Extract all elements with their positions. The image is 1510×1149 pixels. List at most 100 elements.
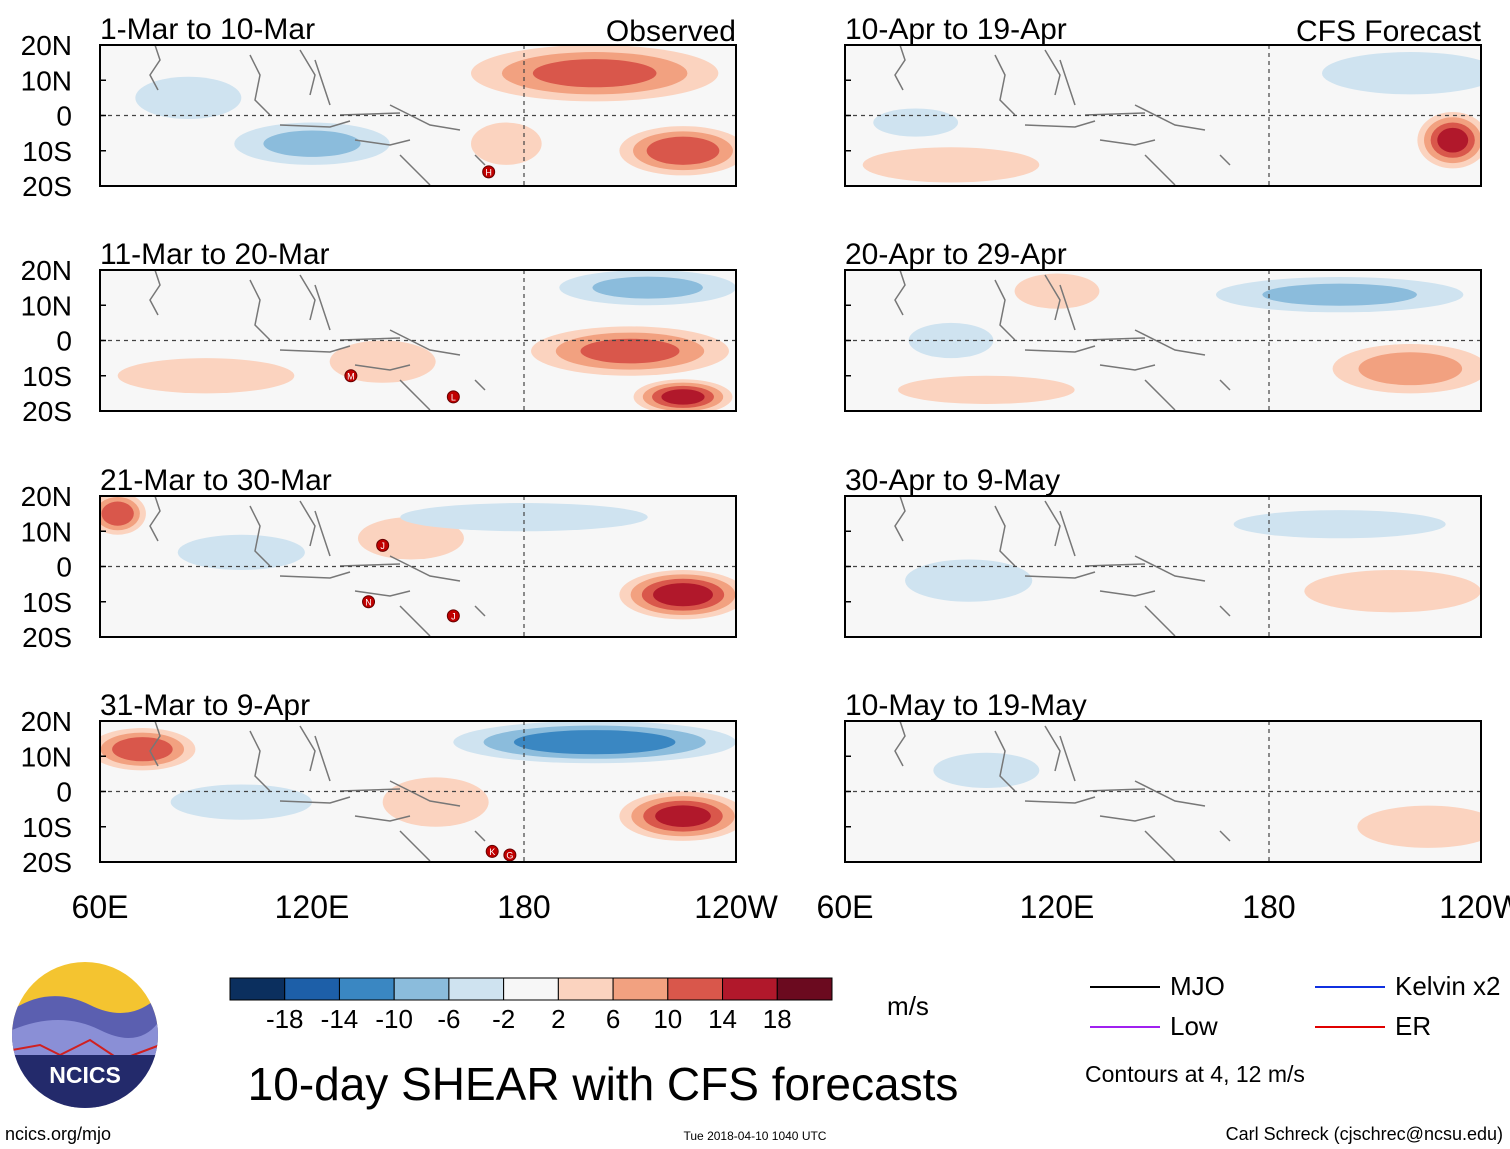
coastline: [399, 605, 431, 637]
coastline: [314, 284, 331, 331]
coastline: [389, 555, 461, 582]
storm-label: M: [347, 371, 355, 381]
shear-anomaly-blob: [661, 389, 705, 405]
coastline: [894, 721, 906, 767]
coastline: [1044, 725, 1061, 772]
y-tick-label: 20N: [21, 481, 72, 512]
panel-period-title: 20-Apr to 29-Apr: [845, 238, 1067, 271]
coastline: [339, 337, 401, 341]
shear-anomaly-blob: [101, 501, 134, 526]
shear-anomaly-blob: [135, 76, 242, 120]
storm-marker: J: [446, 609, 460, 623]
shear-anomaly-blob: [1357, 805, 1481, 848]
colorbar-label: -10: [375, 1004, 413, 1034]
coastline: [1084, 112, 1146, 116]
colorbar-swatch: [284, 977, 340, 1001]
coastline: [399, 379, 431, 411]
legend-label: Low: [1170, 1011, 1218, 1041]
y-tick-label: 10S: [22, 587, 72, 618]
legend-label: MJO: [1170, 971, 1225, 1001]
y-tick-label: 20S: [22, 396, 72, 427]
coastline: [279, 571, 351, 579]
coastline: [1144, 379, 1176, 411]
coastline: [354, 590, 411, 597]
storm-label: L: [451, 392, 456, 402]
coastline: [1099, 364, 1156, 371]
coastline: [1219, 379, 1231, 391]
panel-period-title: 21-Mar to 30-Mar: [100, 464, 332, 497]
coastline: [354, 815, 411, 822]
legend-label: ER: [1395, 1011, 1431, 1041]
x-tick-label: 120E: [275, 889, 350, 925]
coastline: [1099, 139, 1156, 146]
coastline: [149, 721, 161, 767]
shear-anomaly-blob: [653, 583, 713, 607]
coastline: [894, 45, 906, 91]
colorbar-swatch: [229, 977, 286, 1001]
coastline: [1059, 735, 1076, 782]
coastline: [339, 788, 401, 792]
coastline: [339, 112, 401, 116]
y-tick-label: 10N: [21, 741, 72, 772]
panel-period-title: 10-May to 19-May: [845, 689, 1087, 722]
panel-period-title: 11-Mar to 20-Mar: [100, 238, 330, 271]
coastline: [354, 364, 411, 371]
shear-anomaly-blob: [862, 147, 1040, 183]
shear-anomaly-blob: [1437, 127, 1469, 153]
coastline: [474, 830, 486, 842]
contour-legend: MJO Low Kelvin x2 ER Contours at 4, 12 m/s: [1085, 971, 1501, 1087]
coastline: [994, 505, 1016, 567]
coastline: [149, 45, 161, 91]
coastline: [299, 725, 316, 772]
coastline: [314, 510, 331, 557]
y-tick-label: 0: [56, 552, 72, 583]
shear-anomaly-blob: [873, 108, 959, 137]
y-tick-label: 20S: [22, 847, 72, 878]
coastline: [279, 120, 351, 128]
storm-marker: G: [503, 848, 517, 862]
shear-anomaly-blob: [513, 730, 676, 755]
map-panel-0-1: M L 11-Mar to 20-Mar 20N 10N 0 10S 20S: [21, 238, 737, 427]
shear-anomaly-blob: [1014, 273, 1100, 309]
colorbar-unit: m/s: [887, 991, 929, 1021]
coastline: [1134, 780, 1206, 807]
y-tick-label: 10S: [22, 361, 72, 392]
map-panel-1-2: 30-Apr to 9-May: [844, 464, 1482, 638]
coastline: [1044, 500, 1061, 547]
coastline: [149, 270, 161, 316]
x-tick-label: 180: [497, 889, 550, 925]
y-tick-label: 0: [56, 101, 72, 132]
y-tick-label: 20N: [21, 30, 72, 61]
coastline: [1044, 274, 1061, 321]
colorbar-label: 2: [551, 1004, 565, 1034]
coastline: [1144, 605, 1176, 637]
column-header: Observed: [606, 15, 736, 48]
coastline: [389, 780, 461, 807]
storm-label: H: [485, 167, 492, 177]
coastline: [249, 730, 271, 792]
colorbar-swatch: [612, 977, 669, 1001]
panel-period-title: 31-Mar to 9-Apr: [100, 689, 310, 722]
storm-label: K: [489, 847, 495, 857]
coastline: [354, 139, 411, 146]
coastline: [399, 830, 431, 862]
colorbar: -18 -14 -10 -6 -2 2 6 10 14 18: [229, 977, 833, 1034]
coastline: [249, 505, 271, 567]
coastline: [299, 49, 316, 96]
coastline: [1024, 345, 1096, 353]
storm-marker: M: [344, 369, 358, 383]
shear-anomaly-blob: [112, 737, 173, 762]
coastline: [994, 54, 1016, 116]
coastline: [994, 279, 1016, 341]
storm-marker: K: [485, 844, 499, 858]
y-tick-label: 20S: [22, 622, 72, 653]
coastline: [474, 379, 486, 391]
shear-anomaly-blob: [400, 503, 648, 532]
colorbar-label: -14: [321, 1004, 359, 1034]
shear-anomaly-blob: [1322, 52, 1481, 95]
x-tick-label: 120W: [1439, 889, 1510, 925]
coastline: [1219, 605, 1231, 617]
coastline: [1044, 49, 1061, 96]
coastline: [249, 54, 271, 116]
